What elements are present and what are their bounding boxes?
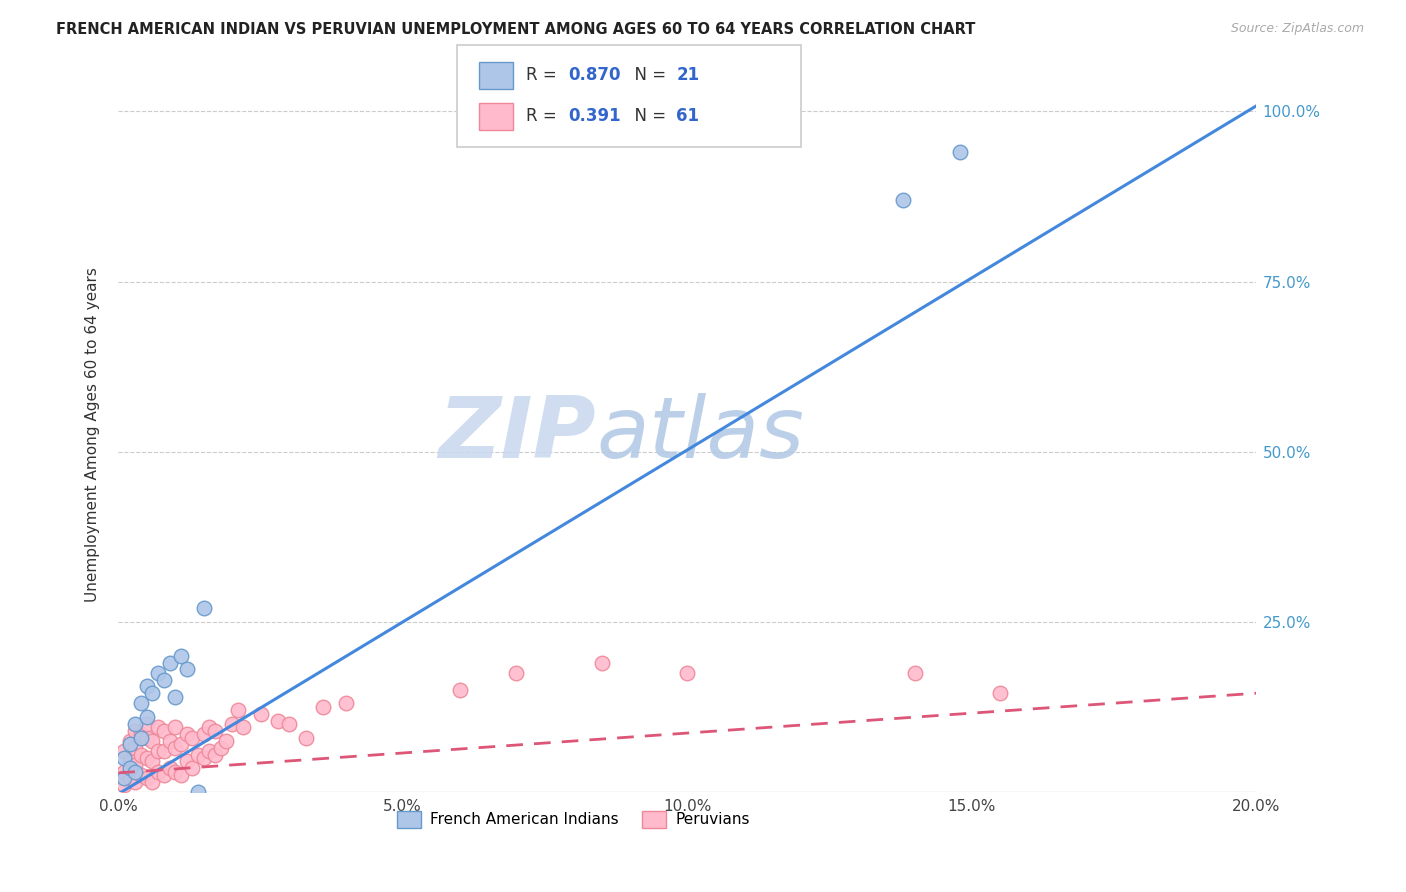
Point: [112, 764, 135, 779]
Point: [449, 682, 471, 697]
Point: [159, 761, 181, 775]
Text: 61: 61: [676, 108, 699, 126]
Text: N =: N =: [624, 108, 672, 126]
Point: [221, 717, 243, 731]
Point: [903, 665, 925, 680]
Point: [135, 731, 157, 745]
Point: [146, 764, 169, 779]
Point: [176, 727, 198, 741]
Text: ZIP: ZIP: [439, 393, 596, 476]
Point: [129, 768, 152, 782]
Text: FRENCH AMERICAN INDIAN VS PERUVIAN UNEMPLOYMENT AMONG AGES 60 TO 64 YEARS CORREL: FRENCH AMERICAN INDIAN VS PERUVIAN UNEMP…: [56, 22, 976, 37]
Point: [204, 723, 226, 738]
Point: [181, 761, 204, 775]
Text: R =: R =: [526, 66, 562, 84]
Point: [141, 774, 163, 789]
Point: [891, 193, 914, 207]
Legend: French American Indians, Peruvians: French American Indians, Peruvians: [391, 805, 756, 834]
Point: [129, 727, 152, 741]
Point: [153, 744, 176, 758]
Point: [249, 706, 271, 721]
Point: [295, 731, 318, 745]
Point: [676, 665, 699, 680]
Point: [232, 720, 254, 734]
Point: [112, 778, 135, 792]
Point: [118, 761, 141, 775]
Text: Source: ZipAtlas.com: Source: ZipAtlas.com: [1230, 22, 1364, 36]
Point: [165, 690, 187, 704]
Text: atlas: atlas: [596, 393, 804, 476]
Point: [135, 680, 157, 694]
Point: [135, 717, 157, 731]
Y-axis label: Unemployment Among Ages 60 to 64 years: Unemployment Among Ages 60 to 64 years: [86, 268, 100, 602]
Point: [591, 656, 613, 670]
Point: [124, 757, 146, 772]
Point: [118, 755, 141, 769]
Point: [135, 710, 157, 724]
Point: [278, 717, 301, 731]
Point: [124, 723, 146, 738]
Text: 21: 21: [676, 66, 699, 84]
Point: [949, 145, 972, 160]
Text: 0.870: 0.870: [568, 66, 620, 84]
Point: [193, 751, 215, 765]
Point: [124, 774, 146, 789]
Point: [176, 755, 198, 769]
Point: [204, 747, 226, 762]
Point: [170, 737, 193, 751]
Point: [165, 740, 187, 755]
Point: [129, 731, 152, 745]
Point: [193, 727, 215, 741]
Point: [129, 697, 152, 711]
Point: [146, 665, 169, 680]
Point: [159, 734, 181, 748]
Point: [170, 768, 193, 782]
Point: [193, 601, 215, 615]
Point: [118, 734, 141, 748]
Point: [335, 697, 357, 711]
Point: [141, 686, 163, 700]
Point: [146, 720, 169, 734]
Text: N =: N =: [624, 66, 672, 84]
Point: [209, 740, 232, 755]
Point: [988, 686, 1011, 700]
Point: [266, 714, 288, 728]
Point: [226, 703, 249, 717]
Point: [215, 734, 238, 748]
Point: [112, 772, 135, 786]
Point: [153, 723, 176, 738]
Point: [135, 772, 157, 786]
Point: [129, 747, 152, 762]
Point: [165, 764, 187, 779]
Point: [118, 772, 141, 786]
Point: [187, 747, 209, 762]
Point: [112, 751, 135, 765]
Point: [198, 744, 221, 758]
Point: [124, 717, 146, 731]
Text: R =: R =: [526, 108, 562, 126]
Point: [124, 764, 146, 779]
Point: [165, 720, 187, 734]
Point: [176, 663, 198, 677]
Text: 0.391: 0.391: [568, 108, 620, 126]
Point: [505, 665, 527, 680]
Point: [124, 740, 146, 755]
Point: [146, 744, 169, 758]
Point: [187, 785, 209, 799]
Point: [170, 648, 193, 663]
Point: [181, 731, 204, 745]
Point: [135, 751, 157, 765]
Point: [198, 720, 221, 734]
Point: [159, 656, 181, 670]
Point: [153, 768, 176, 782]
Point: [141, 755, 163, 769]
Point: [112, 744, 135, 758]
Point: [141, 734, 163, 748]
Point: [312, 699, 335, 714]
Point: [153, 673, 176, 687]
Point: [118, 737, 141, 751]
